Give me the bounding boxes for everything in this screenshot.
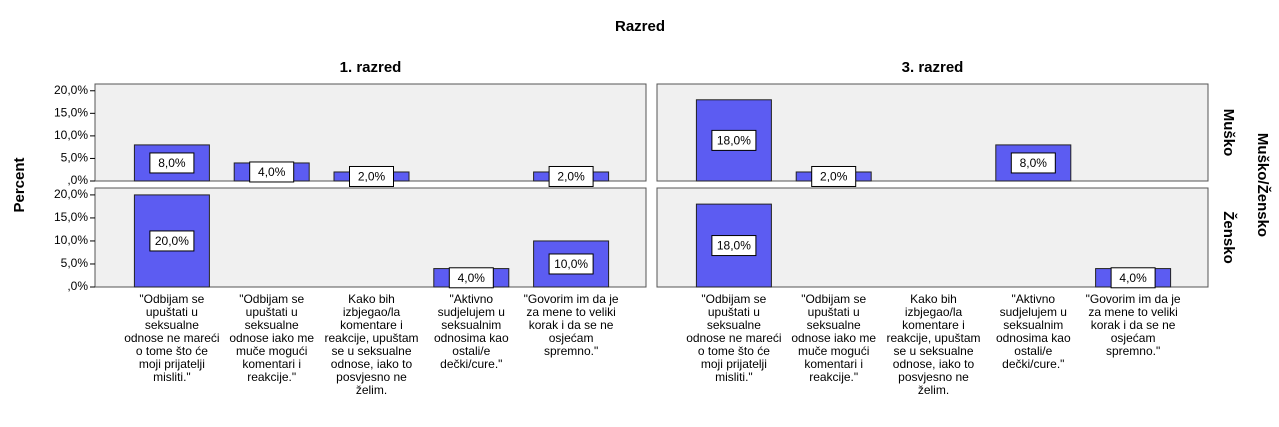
x-tick-label: "Odbijam se upuštati u seksualne odnose …: [124, 292, 220, 384]
value-label: 18,0%: [717, 134, 751, 148]
value-label-box: [149, 230, 195, 252]
value-label-box: [349, 165, 394, 187]
y-tick-label: ,0%: [67, 173, 88, 187]
value-label: 4,0%: [258, 165, 286, 179]
value-label: 10,0%: [554, 257, 588, 271]
value-label-box: [149, 152, 195, 174]
value-label-box: [249, 161, 295, 183]
y-tick-label: ,0%: [67, 279, 88, 293]
row-title: Muško/Žensko: [1254, 133, 1272, 237]
y-tick-label: 5,0%: [61, 151, 89, 165]
y-tick-label: 10,0%: [54, 233, 88, 247]
y-tick-label: 15,0%: [54, 210, 88, 224]
value-label-box: [711, 235, 757, 257]
value-label: 8,0%: [158, 156, 186, 170]
y-tick-label: 10,0%: [54, 128, 88, 142]
x-tick-label: "Aktivno sudjelujem u seksualnim odnosim…: [995, 292, 1071, 371]
y-tick-label: 5,0%: [61, 256, 89, 270]
value-label: 2,0%: [557, 170, 585, 184]
x-tick-label: "Govorim im da je za mene to veliki kora…: [523, 292, 619, 358]
value-label: 4,0%: [1119, 271, 1147, 285]
y-tick-label: 15,0%: [54, 105, 88, 119]
value-label-box: [1110, 267, 1156, 289]
x-tick-label: "Govorim im da je za mene to veliki kora…: [1085, 292, 1181, 358]
y-tick-label: 20,0%: [54, 187, 88, 201]
value-label-box: [548, 253, 594, 275]
row-label: Muško: [1220, 109, 1237, 157]
value-label: 8,0%: [1020, 156, 1048, 170]
value-label: 18,0%: [717, 239, 751, 253]
value-label-box: [448, 267, 494, 289]
value-label: 2,0%: [358, 170, 386, 184]
x-tick-label: Kako bih izbjegao/la komentare i reakcij…: [324, 292, 419, 397]
x-tick-label: "Odbijam se upuštati u seksualne odnose …: [229, 292, 315, 384]
value-label-box: [711, 129, 757, 151]
value-label: 2,0%: [820, 170, 848, 184]
x-tick-label: Kako bih izbjegao/la komentare i reakcij…: [886, 292, 981, 397]
column-title: 1. razred: [340, 59, 402, 76]
x-tick-label: "Aktivno sudjelujem u seksualnim odnosim…: [433, 292, 509, 371]
chart-title: Razred: [615, 18, 665, 35]
y-axis-label: Percent: [11, 157, 28, 212]
x-tick-label: "Odbijam se upuštati u seksualne odnose …: [791, 292, 877, 384]
y-tick-label: 20,0%: [54, 83, 88, 97]
value-label: 4,0%: [458, 271, 486, 285]
value-label: 20,0%: [155, 234, 189, 248]
row-label: Žensko: [1220, 211, 1238, 264]
column-title: 3. razred: [902, 59, 964, 76]
value-label-box: [548, 165, 594, 187]
x-tick-label: "Odbijam se upuštati u seksualne odnose …: [686, 292, 782, 384]
value-label-box: [1010, 152, 1056, 174]
value-label-box: [811, 165, 857, 187]
